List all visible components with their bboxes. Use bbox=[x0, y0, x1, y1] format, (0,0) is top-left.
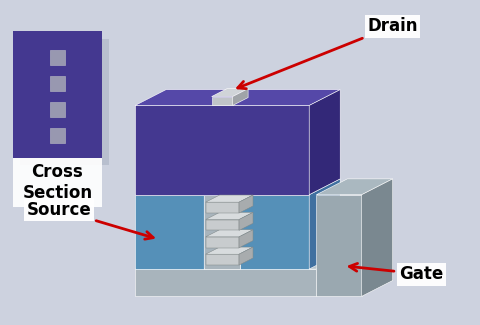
Polygon shape bbox=[205, 230, 253, 237]
Polygon shape bbox=[240, 179, 340, 195]
Bar bbox=[13, 31, 102, 158]
Bar bbox=[50, 50, 65, 65]
Bar bbox=[205, 219, 239, 230]
Polygon shape bbox=[239, 247, 253, 265]
Bar bbox=[205, 202, 239, 213]
Bar bbox=[240, 195, 309, 269]
Bar bbox=[50, 102, 65, 117]
Polygon shape bbox=[239, 212, 253, 230]
Bar bbox=[135, 195, 204, 269]
Text: Cross
Section: Cross Section bbox=[23, 163, 93, 202]
Polygon shape bbox=[205, 195, 253, 202]
Polygon shape bbox=[135, 179, 235, 195]
Polygon shape bbox=[309, 179, 340, 269]
Polygon shape bbox=[135, 90, 340, 106]
Bar bbox=[205, 237, 239, 248]
Polygon shape bbox=[362, 179, 393, 296]
Text: Drain: Drain bbox=[238, 17, 418, 89]
Polygon shape bbox=[239, 195, 253, 213]
Bar bbox=[316, 195, 362, 296]
Polygon shape bbox=[135, 253, 348, 269]
Polygon shape bbox=[239, 230, 253, 248]
Polygon shape bbox=[316, 179, 393, 195]
Polygon shape bbox=[309, 90, 340, 195]
Polygon shape bbox=[212, 89, 248, 97]
Bar bbox=[212, 97, 233, 106]
Text: Source: Source bbox=[26, 201, 153, 239]
Polygon shape bbox=[205, 212, 253, 219]
Bar bbox=[135, 269, 316, 296]
Polygon shape bbox=[205, 247, 253, 254]
Polygon shape bbox=[316, 253, 348, 296]
Bar bbox=[135, 106, 309, 195]
Polygon shape bbox=[204, 179, 235, 269]
Bar bbox=[205, 254, 239, 265]
Bar bbox=[50, 128, 65, 143]
Bar bbox=[21, 39, 109, 165]
Text: Gate: Gate bbox=[349, 264, 444, 283]
Bar bbox=[50, 76, 65, 91]
Bar bbox=[13, 158, 102, 207]
Bar bbox=[204, 195, 240, 269]
Polygon shape bbox=[233, 89, 248, 106]
